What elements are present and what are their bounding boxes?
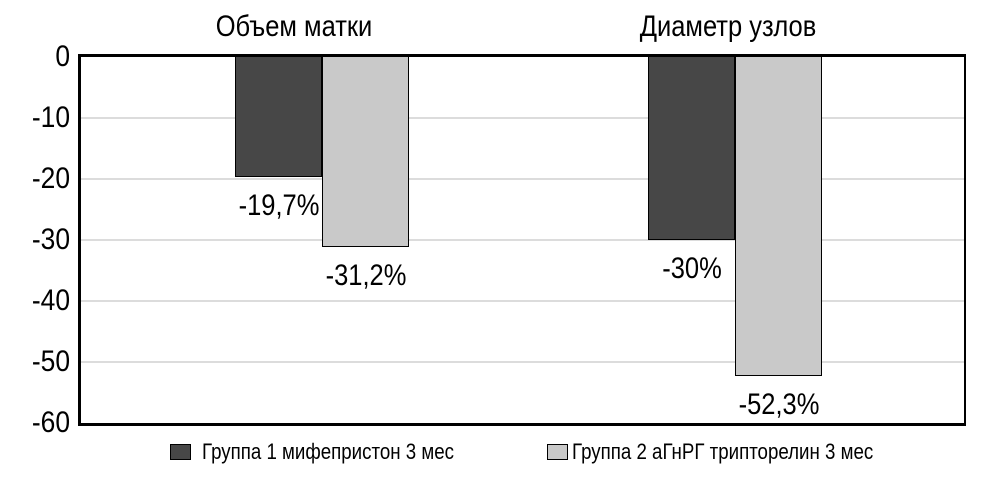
value-label-mifepristone-nodes-diameter: -30% bbox=[662, 252, 722, 285]
gridline-30 bbox=[81, 239, 964, 241]
bar-mifepristone-uterus-volume bbox=[235, 57, 322, 177]
bar-triptorelin-uterus-volume bbox=[322, 57, 409, 247]
plot-area: -19,7% -31,2% -30% -52,3% bbox=[78, 54, 966, 426]
y-tick-30: -30 bbox=[31, 223, 71, 256]
y-tick-20: -20 bbox=[31, 162, 71, 195]
legend-swatch-group2-icon bbox=[547, 444, 568, 460]
legend-label-group2: Группа 2 аГнРГ трипторелин 3 мес bbox=[572, 439, 874, 464]
legend-label-group1: Группа 1 мифепристон 3 мес bbox=[202, 439, 454, 464]
value-label-triptorelin-nodes-diameter: -52,3% bbox=[738, 388, 820, 421]
y-tick-10: -10 bbox=[31, 101, 71, 134]
value-label-triptorelin-uterus-volume: -31,2% bbox=[325, 259, 407, 292]
bar-triptorelin-nodes-diameter bbox=[735, 57, 822, 376]
y-tick-60: -60 bbox=[31, 406, 71, 439]
gridline-10 bbox=[81, 117, 964, 119]
group-title-nodes-diameter: Диаметр узлов bbox=[639, 10, 817, 43]
gridline-20 bbox=[81, 178, 964, 180]
value-label-mifepristone-uterus-volume: -19,7% bbox=[238, 189, 320, 222]
legend-swatch-group1-icon bbox=[170, 444, 191, 460]
bar-mifepristone-nodes-diameter bbox=[648, 57, 735, 240]
gridline-40 bbox=[81, 300, 964, 302]
gridline-50 bbox=[81, 361, 964, 363]
y-tick-50: -50 bbox=[31, 345, 71, 378]
y-tick-40: -40 bbox=[31, 284, 71, 317]
y-tick-0: 0 bbox=[55, 40, 70, 73]
group-title-uterus-volume: Объем матки bbox=[215, 10, 373, 43]
